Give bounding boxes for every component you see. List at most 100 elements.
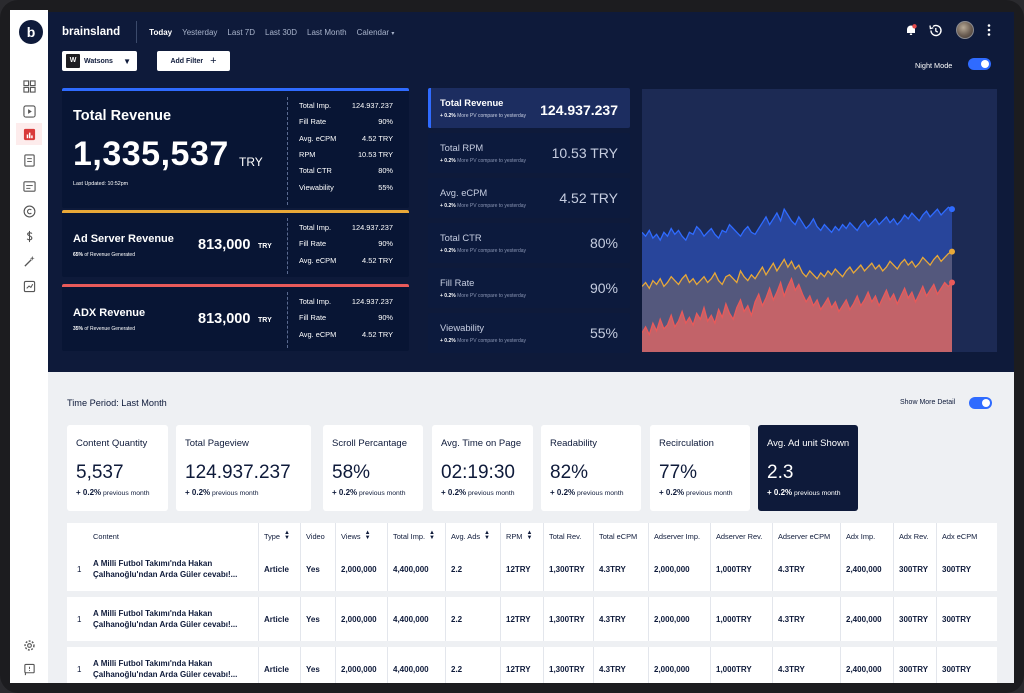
chart-series-line [641, 251, 953, 290]
show-more-detail-toggle[interactable] [969, 397, 992, 409]
nav-last-30d[interactable]: Last 30D [265, 27, 298, 37]
metric-card[interactable]: Total RPM + 0.2% More PV compare to yeste… [428, 133, 630, 173]
night-mode-toggle[interactable] [968, 58, 991, 70]
column-header-label: Type [264, 531, 281, 541]
site-select[interactable]: W Watsons ▼ [62, 51, 137, 71]
ad-server-stat-label: Fill Rate [299, 239, 327, 249]
metric-label: Fill Rate [440, 277, 475, 288]
table-row[interactable]: 1 A Milli Futbol Takımı'nda Hakan Çalhano… [67, 547, 997, 591]
site-logo-icon: W [66, 54, 80, 68]
total-revenue-stat-row: RPM 10.53 TRY [299, 150, 393, 159]
history-icon[interactable] [928, 23, 943, 38]
video-icon[interactable] [22, 104, 36, 118]
adx-revenue-card: ADX Revenue 813,000 TRY 35% of Revenue G… [62, 284, 409, 351]
kpi-card[interactable]: Avg. Time on Page 02:19:30 + 0.2% previous… [432, 425, 533, 511]
avatar[interactable] [956, 21, 974, 39]
adx-value: 813,000 [198, 311, 251, 327]
app-logo[interactable]: b [19, 20, 43, 44]
table-cell: 2,400,000 [846, 614, 882, 624]
nav-today[interactable]: Today [149, 27, 173, 37]
table-row[interactable]: 1 A Milli Futbol Takımı'nda Hakan Çalhano… [67, 647, 997, 683]
metric-card[interactable]: Total Revenue + 0.2% More PV compare to y… [428, 88, 630, 128]
table-cell: 1,000TRY [716, 664, 752, 674]
column-divider [840, 523, 841, 549]
column-divider [387, 647, 388, 683]
table-cell: 300TRY [899, 564, 929, 574]
kpi-delta: + 0.2% [767, 488, 793, 497]
nav-calendar-label: Calendar [356, 27, 390, 37]
column-header[interactable]: Avg. Ads ▲ ▼ [451, 523, 490, 549]
feedback-flag-icon[interactable] [22, 662, 36, 676]
kpi-note: previous month [468, 490, 515, 497]
nav-calendar[interactable]: Calendar ▾ [357, 28, 395, 37]
table-cell: 300TRY [942, 614, 972, 624]
notification-bell-icon[interactable] [904, 23, 918, 37]
metric-card[interactable]: Avg. eCPM + 0.2% More PV compare to yeste… [428, 178, 630, 218]
copyright-icon[interactable] [22, 204, 36, 218]
table-cell: Yes [306, 564, 320, 574]
ad-card-icon[interactable] [22, 179, 36, 193]
kpi-card[interactable]: Content Quantity 5,537 + 0.2% previous mon… [67, 425, 168, 511]
total-revenue-stat-value: 124.937.237 [351, 101, 393, 110]
content-title-link[interactable]: A Milli Futbol Takımı'nda Hakan Çalhanoğ… [93, 559, 238, 579]
dashboard-icon[interactable] [22, 79, 36, 93]
column-header[interactable]: Total Imp. ▲ ▼ [393, 523, 435, 549]
settings-gear-icon[interactable] [22, 638, 36, 652]
chart-series-end-point[interactable] [949, 206, 955, 213]
dollar-icon[interactable] [22, 229, 36, 243]
kpi-card[interactable]: Recirculation 77% + 0.2% previous month [650, 425, 750, 511]
dashboard-dark-panel: brainsland Today Yesterday Last 7D Last … [48, 12, 1014, 372]
total-revenue-stat-row: Total Imp. 124.937.237 [299, 101, 393, 110]
magic-wand-icon[interactable] [22, 254, 36, 268]
column-divider [258, 647, 259, 683]
column-header-label: Total Rev. [549, 531, 582, 541]
column-header[interactable]: RPM ▲ ▼ [506, 523, 532, 549]
kpi-note: previous month [794, 490, 841, 497]
kpi-subtext: + 0.2% previous month [767, 488, 841, 497]
table-header: Content Type ▲ ▼ Video Views ▲ ▼ Total Imp. ▲ ▼ Avg… [67, 523, 997, 549]
chart-series-end-point[interactable] [949, 279, 955, 286]
table-cell: 12TRY [506, 614, 531, 624]
kpi-card[interactable]: Scroll Percantage 58% + 0.2% previous mont… [323, 425, 423, 511]
kebab-menu-icon[interactable] [986, 23, 992, 37]
kpi-value: 02:19:30 [441, 462, 515, 483]
kpi-delta: + 0.2% [76, 488, 102, 497]
table-cell: Article [264, 664, 289, 674]
column-header[interactable]: Type ▲ ▼ [264, 523, 290, 549]
nav-yesterday[interactable]: Yesterday [182, 27, 218, 37]
table-cell: 2,000,000 [654, 564, 690, 574]
table-row[interactable]: 1 A Milli Futbol Takımı'nda Hakan Çalhano… [67, 597, 997, 641]
document-icon[interactable] [22, 153, 36, 167]
chevron-down-icon: ▼ [123, 56, 131, 66]
column-divider [648, 547, 649, 591]
add-filter-button[interactable]: Add Filter + [157, 51, 230, 71]
nav-last-7d[interactable]: Last 7D [227, 27, 255, 37]
ad-server-stat-row: Avg. eCPM 4.52 TRY [299, 256, 393, 265]
kpi-value: 82% [550, 462, 589, 483]
nav-last-month[interactable]: Last Month [307, 27, 347, 37]
kpi-card[interactable]: Readability 82% + 0.2% previous month [541, 425, 641, 511]
revenue-chart-icon[interactable] [22, 127, 36, 141]
column-divider [543, 597, 544, 641]
column-header[interactable]: Views ▲ ▼ [341, 523, 371, 549]
column-divider [258, 547, 259, 591]
table-cell: 1,000TRY [716, 614, 752, 624]
brand-name[interactable]: brainsland [62, 26, 121, 38]
sort-icon: ▲ ▼ [526, 530, 533, 541]
kpi-card[interactable]: Avg. Ad unit Shown 2.3 + 0.2% previous mon… [758, 425, 858, 511]
metric-card[interactable]: Fill Rate + 0.2% More PV compare to yeste… [428, 268, 630, 308]
metric-card[interactable]: Viewability + 0.2% More PV compare to yes… [428, 313, 630, 353]
chart-series-end-point[interactable] [949, 248, 955, 255]
content-title-link[interactable]: A Milli Futbol Takımı'nda Hakan Çalhanoğ… [93, 609, 238, 629]
table-cell: 2,000,000 [341, 564, 377, 574]
table-cell: 4.3TRY [599, 664, 626, 674]
kpi-card[interactable]: Total Pageview 124.937.237 + 0.2% previous… [176, 425, 311, 511]
total-revenue-stat-label: Total CTR [299, 166, 332, 176]
column-header-label: Adserver eCPM [778, 531, 831, 541]
metric-card[interactable]: Total CTR + 0.2% More PV compare to yeste… [428, 223, 630, 263]
content-title-link[interactable]: A Milli Futbol Takımı'nda Hakan Çalhanoğ… [93, 659, 238, 679]
table-cell: 1,300TRY [549, 614, 585, 624]
table-cell: Article [264, 614, 289, 624]
chart-export-icon[interactable] [22, 279, 36, 293]
sort-icon: ▲ ▼ [484, 530, 490, 541]
